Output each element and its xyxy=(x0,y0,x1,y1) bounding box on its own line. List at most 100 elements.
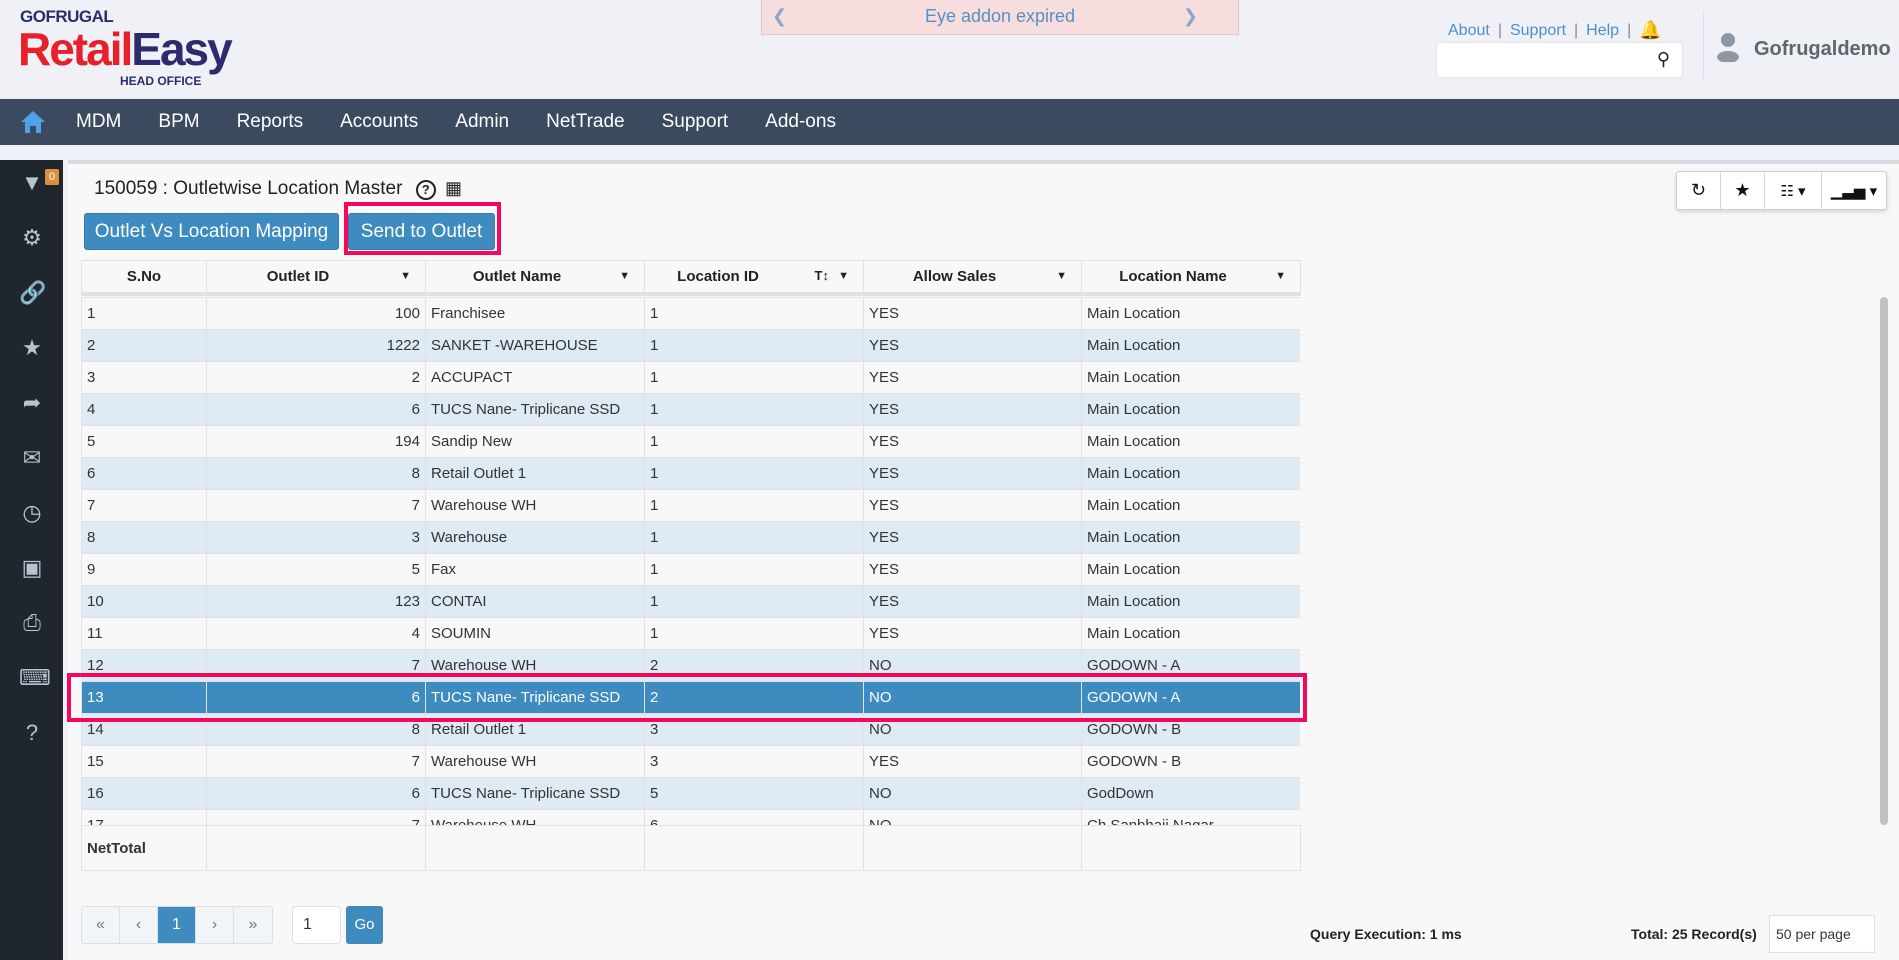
search-input[interactable]: ⚲ xyxy=(1436,42,1683,78)
cell-sno: 3 xyxy=(81,361,207,394)
notice-text: Eye addon expired xyxy=(924,6,1076,26)
row-highlight-box xyxy=(67,673,1307,722)
goto-page-input[interactable]: 1 xyxy=(292,906,341,944)
table-row[interactable]: 2 1222 SANKET -WAREHOUSE 1 YES Main Location xyxy=(81,329,1300,362)
cell-location-name: Main Location xyxy=(1081,361,1300,394)
cell-allow-sales: YES xyxy=(863,489,1082,522)
link-icon[interactable]: 🔗 xyxy=(19,280,47,305)
vertical-scrollbar[interactable] xyxy=(1880,297,1888,825)
chevron-left-icon[interactable]: ❮ xyxy=(772,6,788,26)
caret-down-icon: ▼ xyxy=(1056,270,1067,282)
nav-nettrade[interactable]: NetTrade xyxy=(546,111,625,132)
caret-down-icon: ▼ xyxy=(400,270,411,282)
cell-outlet-id: 3 xyxy=(206,521,426,554)
page-1-button[interactable]: 1 xyxy=(158,907,196,943)
per-page-select[interactable]: 50 per page xyxy=(1769,915,1875,953)
cell-outlet-id: 2 xyxy=(206,361,426,394)
nav-admin[interactable]: Admin xyxy=(455,111,510,132)
cell-outlet-id: 1222 xyxy=(206,329,426,362)
chevron-right-icon[interactable]: ❯ xyxy=(1182,6,1198,26)
cell-location-id: 1 xyxy=(644,553,864,586)
hierarchy-dropdown-icon[interactable]: ☷ ▾ xyxy=(1765,172,1822,209)
help-link[interactable]: Help xyxy=(1586,21,1620,39)
about-link[interactable]: About xyxy=(1448,21,1490,39)
cell-sno: 1 xyxy=(81,297,207,330)
filter-count-badge: 0 xyxy=(45,169,59,185)
cell-location-name: GodDown xyxy=(1081,777,1300,810)
window-icon[interactable]: ▣ xyxy=(21,555,43,580)
table-row[interactable]: 3 2 ACCUPACT 1 YES Main Location xyxy=(81,361,1300,394)
column-allow-sales[interactable]: Allow Sales ▼ xyxy=(863,260,1082,296)
cell-outlet-id: 4 xyxy=(206,617,426,650)
column-sno[interactable]: S.No xyxy=(81,260,207,296)
outlet-location-mapping-button[interactable]: Outlet Vs Location Mapping xyxy=(84,213,339,250)
prev-page-button[interactable]: ‹ xyxy=(120,907,158,943)
cell-outlet-name: Fax xyxy=(425,553,645,586)
logo[interactable]: RetailEasy xyxy=(18,23,233,75)
clock-icon[interactable]: ◷ xyxy=(22,500,42,525)
nav-mdm[interactable]: MDM xyxy=(76,111,122,132)
help-icon[interactable]: ? xyxy=(25,720,39,745)
column-location-name[interactable]: Location Name ▼ xyxy=(1081,260,1301,296)
table-row[interactable]: 15 7 Warehouse WH 3 YES GODOWN - B xyxy=(81,745,1300,778)
layout-icon[interactable]: ▦ xyxy=(444,178,462,198)
table-row[interactable]: 177Warehouse WH6NOCh Sanbhaji Nagar xyxy=(81,809,1300,825)
cell-location-name: Ch Sanbhaji Nagar xyxy=(1081,809,1300,825)
cell-outlet-name: SOUMIN xyxy=(425,617,645,650)
table-row[interactable]: 11 4 SOUMIN 1 YES Main Location xyxy=(81,617,1300,650)
support-link[interactable]: Support xyxy=(1509,21,1567,39)
column-outlet-name[interactable]: Outlet Name ▼ xyxy=(425,260,645,296)
cell-sno: 9 xyxy=(81,553,207,586)
cell-allow-sales: YES xyxy=(863,745,1082,778)
refresh-icon[interactable]: ↻ xyxy=(1677,172,1721,209)
cell-location-id: 1 xyxy=(644,393,864,426)
star-icon[interactable]: ★ xyxy=(22,335,42,360)
mail-icon[interactable]: ✉ xyxy=(22,445,42,470)
user-avatar-icon[interactable] xyxy=(1716,32,1740,62)
divider xyxy=(1703,10,1704,79)
table-body-scroll[interactable]: 1 100 Franchisee 1 YES Main Location 2 1222 SANK… xyxy=(81,297,1300,825)
nav-addons[interactable]: Add-ons xyxy=(765,111,836,132)
bell-icon[interactable]: 🔔 xyxy=(1639,20,1662,40)
table-row[interactable]: 6 8 Retail Outlet 1 1 YES Main Location xyxy=(81,457,1300,490)
table-row[interactable]: 7 7 Warehouse WH 1 YES Main Location xyxy=(81,489,1300,522)
notice-banner: ❮ Eye addon expired ❯ xyxy=(761,0,1239,35)
caret-down-icon: ▼ xyxy=(619,270,630,282)
nav-bpm[interactable]: BPM xyxy=(158,111,200,132)
table-row[interactable]: 5 194 Sandip New 1 YES Main Location xyxy=(81,425,1300,458)
keyboard-icon[interactable]: ⌨ xyxy=(19,665,51,690)
table-row[interactable]: 10 123 CONTAI 1 YES Main Location xyxy=(81,585,1300,618)
gear-icon[interactable]: ⚙ xyxy=(22,225,42,250)
last-page-button[interactable]: » xyxy=(248,916,258,933)
table-row[interactable]: 9 5 Fax 1 YES Main Location xyxy=(81,553,1300,586)
go-button[interactable]: Go xyxy=(346,906,383,944)
first-page-button[interactable]: « xyxy=(82,907,120,943)
table-row[interactable]: 4 6 TUCS Nane- Triplicane SSD 1 YES Main Loca… xyxy=(81,393,1300,426)
search-icon[interactable]: ⚲ xyxy=(1656,49,1670,69)
column-location-id[interactable]: Location ID T↕ ▼ xyxy=(644,260,864,296)
nav-reports[interactable]: Reports xyxy=(236,111,304,132)
sort-icon: T↕ xyxy=(814,268,829,283)
query-execution-time: Query Execution: 1 ms xyxy=(1310,926,1462,942)
filter-icon[interactable]: ▼ xyxy=(21,170,43,195)
send-to-outlet-button[interactable]: Send to Outlet xyxy=(348,213,495,250)
table-row[interactable]: 16 6 TUCS Nane- Triplicane SSD 5 NO GodDown xyxy=(81,777,1300,810)
table-row[interactable]: 8 3 Warehouse 1 YES Main Location xyxy=(81,521,1300,554)
cell-sno: 4 xyxy=(81,393,207,426)
print-icon[interactable]: ⎙ xyxy=(23,610,41,635)
home-icon[interactable] xyxy=(20,110,56,134)
help-icon[interactable]: ? xyxy=(415,180,436,200)
export-icon[interactable]: ➦ xyxy=(22,390,42,415)
cell-outlet-id: 123 xyxy=(206,585,426,618)
nav-accounts[interactable]: Accounts xyxy=(340,111,419,132)
cell-allow-sales: NO xyxy=(863,809,1082,825)
nav-support[interactable]: Support xyxy=(661,111,729,132)
chart-dropdown-icon[interactable]: ▁▃▅ ▾ xyxy=(1830,182,1878,200)
table-row[interactable]: 1 100 Franchisee 1 YES Main Location xyxy=(81,297,1300,330)
star-icon[interactable]: ★ xyxy=(1721,172,1765,209)
table-footer: NetTotal xyxy=(81,825,1301,871)
column-outlet-id[interactable]: Outlet ID ▼ xyxy=(206,260,426,296)
username[interactable]: Gofrugaldemo xyxy=(1754,38,1891,60)
cell-outlet-name: Warehouse WH xyxy=(425,489,645,522)
next-page-button[interactable]: › xyxy=(196,907,234,943)
